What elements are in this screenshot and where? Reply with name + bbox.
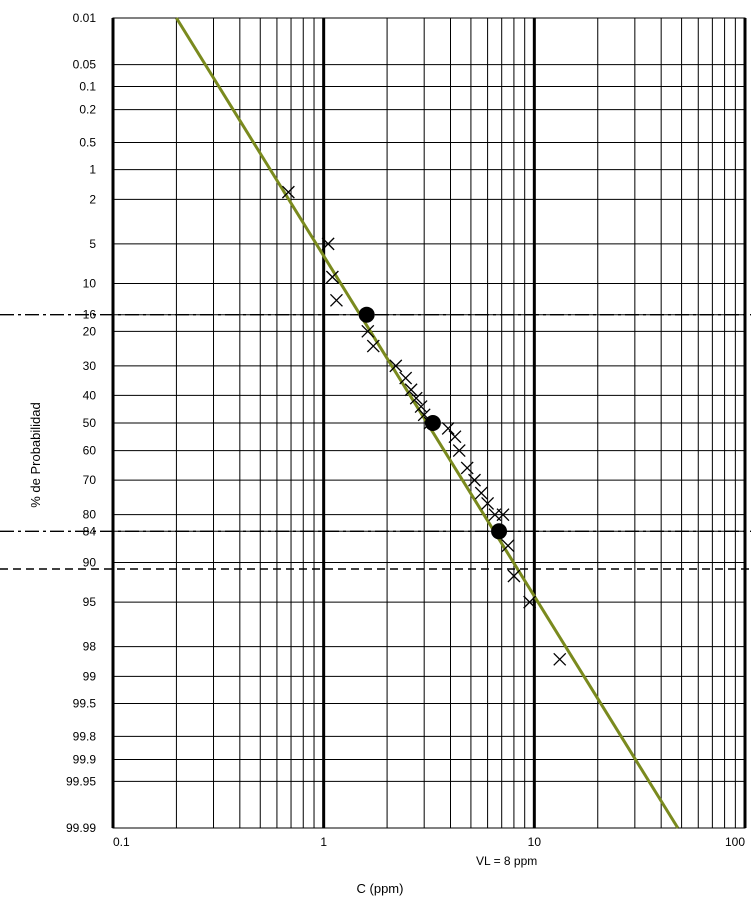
y-tick-label: 70 [83, 473, 97, 487]
y-tick-label: 60 [83, 444, 97, 458]
observation-point [448, 430, 462, 444]
observation-stroke [281, 185, 295, 199]
y-axis-title: % de Probabilidad [28, 402, 43, 508]
y-tick-label: 2 [89, 192, 96, 206]
reference-lines [0, 314, 751, 570]
observation-stroke [553, 652, 567, 666]
observation-stroke [481, 497, 495, 510]
x-tick-labels: 0.1 1 10 100 [113, 835, 745, 849]
observation-stroke [448, 430, 462, 444]
y-tick-label: 16 [83, 308, 97, 322]
y-tick-label: 50 [83, 416, 97, 430]
vl-annotation: VL = 8 ppm [476, 854, 537, 868]
y-tick-label: 80 [83, 508, 97, 522]
observation-stroke [452, 444, 466, 458]
x-tick-label: 0.1 [113, 835, 130, 849]
y-tick-label: 30 [83, 359, 97, 373]
key-point [358, 306, 375, 323]
y-tick-label: 0.05 [73, 58, 97, 72]
observation-point [409, 391, 423, 405]
y-tick-label: 0.5 [79, 135, 96, 149]
observation-point [361, 324, 375, 338]
observation-point [460, 461, 474, 475]
y-tick-label: 10 [83, 276, 97, 290]
observation-point [496, 508, 510, 522]
observation-point [389, 359, 403, 373]
observation-point [507, 569, 521, 583]
observation-stroke [417, 408, 431, 422]
y-tick-label: 0.2 [79, 103, 96, 117]
observation-point [404, 383, 418, 397]
observation-point [399, 371, 413, 385]
observation-stroke [366, 339, 380, 353]
y-tick-label: 99.95 [66, 774, 96, 788]
y-tick-label: 99.99 [66, 821, 96, 835]
observation-stroke [321, 237, 335, 251]
y-tick-label: 90 [83, 556, 97, 570]
y-tick-labels: 0.01 0.05 0.1 0.2 0.5 1 2 5 10 16 20 30 40 50 60 70 80 84… [66, 11, 96, 835]
observation-stroke [523, 595, 537, 609]
observation-point [501, 539, 515, 553]
observation-stroke [496, 508, 510, 522]
y-tick-label: 99.9 [73, 753, 97, 767]
observation-point [325, 270, 339, 284]
observation-stroke [468, 473, 481, 487]
observation-stroke [399, 371, 413, 385]
observation-stroke [501, 539, 515, 553]
observation-point [414, 400, 428, 414]
observation-stroke [404, 383, 418, 397]
observation-point [329, 293, 343, 307]
observation-stroke [414, 400, 428, 414]
x-tick-label: 1 [320, 835, 327, 849]
y-tick-label: 0.01 [73, 11, 97, 25]
x-tick-label: 10 [528, 835, 542, 849]
observation-point [468, 473, 481, 487]
observation-point [553, 652, 567, 666]
y-tick-label: 99.5 [73, 697, 97, 711]
key-point [491, 523, 508, 540]
observation-point [441, 422, 455, 435]
observation-point [474, 486, 488, 500]
plot-frame [112, 17, 746, 829]
observation-point [281, 185, 295, 199]
observation-stroke [460, 461, 474, 475]
x-tick-label: 100 [725, 835, 745, 849]
x-axis-title: C (ppm) [357, 881, 404, 896]
observation-point [366, 339, 380, 353]
observation-point [321, 237, 335, 251]
y-tick-label: 99.8 [73, 729, 97, 743]
observation-point [481, 497, 495, 510]
key-point [424, 415, 441, 431]
y-tick-label: 20 [83, 324, 97, 338]
key-point-markers [358, 306, 508, 540]
observation-stroke [409, 391, 423, 405]
y-tick-label: 99 [83, 669, 97, 683]
y-tick-label: 5 [89, 237, 96, 251]
observation-stroke [329, 293, 343, 307]
observation-stroke [441, 422, 455, 435]
observation-point [523, 595, 537, 609]
observation-point [452, 444, 466, 458]
minor-grid [113, 17, 745, 829]
observation-stroke [474, 486, 488, 500]
y-tick-label: 40 [83, 388, 97, 402]
observation-stroke [507, 569, 521, 583]
y-tick-label: 98 [83, 640, 97, 654]
observation-stroke [361, 324, 375, 338]
y-tick-label: 0.1 [79, 79, 96, 93]
y-tick-label: 1 [89, 163, 96, 177]
y-tick-label: 95 [83, 595, 97, 609]
observation-stroke [389, 359, 403, 373]
observation-stroke [325, 270, 339, 284]
major-grid [111, 17, 747, 829]
y-tick-label: 84 [83, 524, 97, 538]
